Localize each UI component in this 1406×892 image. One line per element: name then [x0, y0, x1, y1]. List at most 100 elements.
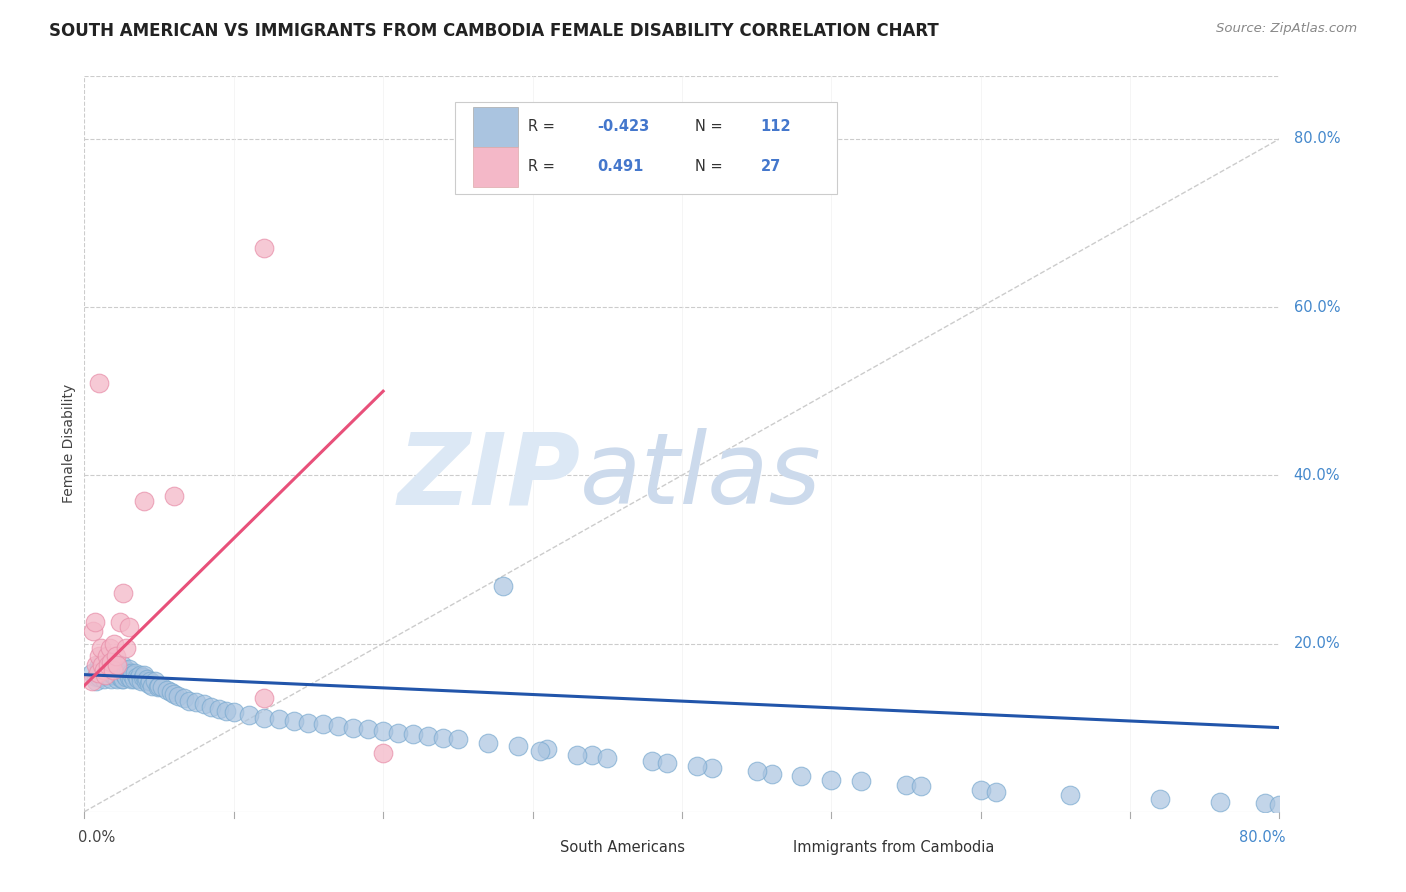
Point [186, 695, 208, 709]
Point [155, 682, 177, 697]
Point [93, 664, 115, 678]
Text: ZIP: ZIP [398, 428, 581, 525]
FancyBboxPatch shape [456, 102, 838, 194]
Point [132, 668, 156, 682]
Point [312, 717, 335, 731]
Point [112, 665, 135, 680]
Point [91, 665, 114, 680]
Point [97, 665, 120, 679]
Point [167, 689, 190, 703]
Point [193, 697, 215, 711]
Point [132, 493, 156, 508]
Point [283, 714, 305, 728]
Point [139, 674, 162, 689]
Point [103, 657, 125, 672]
Point [110, 664, 132, 678]
Point [111, 657, 134, 672]
Point [89, 649, 111, 664]
Point [851, 774, 873, 789]
Point [141, 679, 163, 693]
Point [120, 665, 142, 680]
Point [82, 624, 104, 638]
Point [90, 640, 112, 655]
Point [94, 668, 117, 682]
Text: N =: N = [695, 120, 727, 134]
Point [96, 655, 118, 669]
Point [83, 615, 105, 630]
Point [567, 747, 589, 762]
Point [208, 702, 231, 716]
Point [98, 640, 121, 655]
Point [86, 657, 108, 672]
Point [105, 672, 128, 686]
FancyBboxPatch shape [472, 146, 519, 187]
Point [1149, 792, 1171, 806]
Point [118, 620, 141, 634]
Point [118, 662, 141, 676]
Point [536, 742, 558, 756]
Point [416, 729, 439, 743]
Text: South Americans: South Americans [560, 839, 685, 855]
Point [86, 674, 108, 689]
Point [91, 660, 114, 674]
Point [115, 640, 138, 655]
Point [89, 670, 111, 684]
Point [328, 719, 350, 733]
Point [110, 670, 132, 684]
Point [91, 657, 114, 672]
Point [1059, 788, 1081, 802]
Text: Source: ZipAtlas.com: Source: ZipAtlas.com [1216, 22, 1357, 36]
Text: 0.491: 0.491 [598, 159, 644, 174]
Point [596, 751, 619, 765]
Point [124, 665, 146, 680]
Text: Immigrants from Cambodia: Immigrants from Cambodia [793, 839, 994, 855]
Point [238, 708, 260, 723]
Point [984, 784, 1007, 798]
Point [115, 664, 138, 678]
Point [173, 691, 195, 706]
Point [143, 674, 166, 689]
Text: 27: 27 [761, 159, 782, 174]
Point [267, 712, 290, 726]
Point [163, 687, 186, 701]
Point [581, 747, 603, 762]
Point [700, 761, 723, 775]
Point [112, 586, 135, 600]
Point [105, 657, 128, 672]
Text: 112: 112 [761, 120, 792, 134]
Point [150, 680, 173, 694]
Point [297, 715, 319, 730]
Point [820, 772, 842, 787]
Point [129, 674, 152, 689]
Point [115, 670, 138, 684]
Point [506, 739, 529, 753]
Point [686, 759, 709, 773]
Point [125, 670, 148, 684]
Point [127, 672, 149, 686]
Point [148, 679, 170, 693]
Point [96, 668, 118, 682]
Point [86, 670, 108, 684]
Point [93, 672, 115, 686]
Point [120, 672, 142, 686]
Point [118, 670, 141, 684]
Point [103, 668, 125, 682]
Text: 80.0%: 80.0% [1294, 131, 1340, 146]
Point [87, 665, 110, 680]
Point [97, 657, 120, 672]
Point [121, 668, 143, 682]
Point [373, 723, 395, 738]
Text: 80.0%: 80.0% [1239, 830, 1285, 845]
Point [97, 657, 120, 672]
Point [894, 778, 917, 792]
Point [128, 668, 150, 682]
Point [200, 699, 222, 714]
Text: 20.0%: 20.0% [1294, 636, 1340, 651]
Point [136, 672, 159, 686]
FancyBboxPatch shape [515, 833, 551, 861]
Point [101, 668, 124, 682]
Point [790, 769, 813, 783]
FancyBboxPatch shape [472, 107, 519, 147]
Text: 40.0%: 40.0% [1294, 467, 1340, 483]
Point [89, 657, 111, 672]
